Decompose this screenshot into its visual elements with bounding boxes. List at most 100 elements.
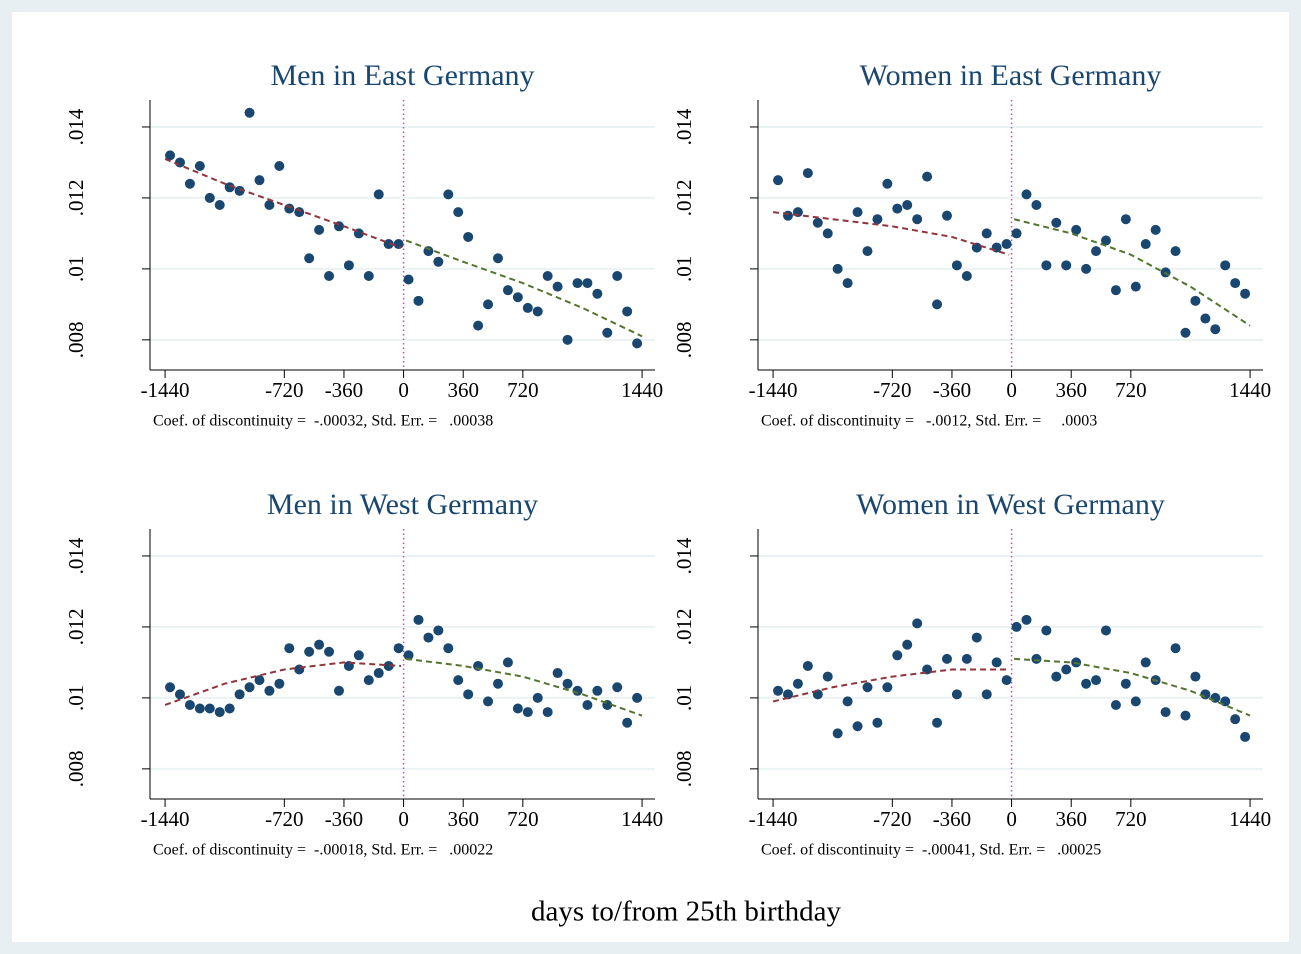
y-tick-label: .014	[672, 537, 696, 574]
point	[602, 327, 613, 338]
point	[264, 685, 275, 696]
point	[453, 675, 464, 686]
fit-line	[164, 157, 402, 249]
point	[1041, 260, 1052, 271]
point	[862, 682, 873, 693]
point	[1230, 278, 1241, 289]
x-tick-label: 720	[507, 807, 539, 831]
point	[802, 660, 813, 671]
point	[1150, 224, 1161, 235]
point	[383, 660, 394, 671]
point	[403, 274, 414, 285]
point	[1190, 295, 1201, 306]
point	[294, 664, 305, 675]
panel-title: Women in East Germany	[860, 59, 1162, 92]
point	[582, 278, 593, 289]
point	[882, 178, 893, 189]
point	[483, 696, 494, 707]
point	[403, 650, 414, 661]
point	[592, 685, 603, 696]
point	[902, 639, 913, 650]
point	[165, 150, 176, 161]
y-tick-label: .008	[672, 321, 696, 358]
point	[1110, 699, 1121, 710]
y-tick-label: .012	[64, 609, 88, 646]
point	[592, 288, 603, 299]
point	[1140, 239, 1151, 250]
x-tick-label: -1440	[749, 378, 798, 402]
y-tick-label: .012	[672, 609, 696, 646]
point	[951, 689, 962, 700]
point	[383, 239, 394, 250]
point	[373, 189, 384, 200]
graph-region	[12, 12, 1289, 942]
point	[1110, 285, 1121, 296]
y-tick-label: .008	[64, 321, 88, 358]
point	[822, 228, 833, 239]
point	[1210, 324, 1221, 335]
point	[512, 703, 523, 714]
x-tick-label: -360	[933, 378, 972, 402]
point	[1240, 288, 1251, 299]
point	[1220, 260, 1231, 271]
panel-title: Women in West Germany	[856, 488, 1165, 521]
note: Coef. of discontinuity = -.00018, Std. E…	[153, 842, 493, 859]
point	[453, 207, 464, 218]
x-tick-label: 1440	[1229, 378, 1271, 402]
point	[912, 214, 923, 225]
point	[373, 668, 384, 679]
point	[483, 299, 494, 310]
point	[1081, 263, 1092, 274]
point	[842, 278, 853, 289]
point	[773, 685, 784, 696]
point	[204, 703, 215, 714]
y-tick-label: .012	[672, 180, 696, 217]
point	[1180, 710, 1191, 721]
y-tick-label: .008	[672, 750, 696, 787]
point	[423, 632, 434, 643]
point	[932, 299, 943, 310]
point	[463, 231, 474, 242]
point	[852, 721, 863, 732]
point	[502, 657, 513, 668]
point	[582, 699, 593, 710]
point	[324, 646, 335, 657]
point	[782, 689, 793, 700]
point	[324, 270, 335, 281]
point	[902, 200, 913, 211]
point	[502, 285, 513, 296]
x-tick-label: 360	[447, 807, 479, 831]
point	[363, 270, 374, 281]
x-tick-label: 1440	[1229, 807, 1271, 831]
point	[1041, 625, 1052, 636]
point	[234, 185, 245, 196]
point	[1130, 281, 1141, 292]
point	[981, 228, 992, 239]
point	[832, 728, 843, 739]
x-axis-label: days to/from 25th birthday	[531, 896, 842, 928]
point	[1220, 696, 1231, 707]
point	[314, 224, 325, 235]
point	[413, 614, 424, 625]
panel-title: Men in West Germany	[267, 488, 538, 521]
point	[552, 668, 563, 679]
fit-line	[164, 661, 402, 706]
point	[224, 182, 235, 193]
panel: Women in East Germany .008 .01 .012 .014 -144…	[672, 59, 1271, 430]
x-tick-label: 360	[447, 378, 479, 402]
point	[1001, 675, 1012, 686]
x-tick-label: 1440	[621, 378, 663, 402]
point	[433, 256, 444, 267]
point	[1091, 675, 1102, 686]
point	[234, 689, 245, 700]
point	[1130, 696, 1141, 707]
x-tick-label: -1440	[141, 807, 190, 831]
point	[991, 657, 1002, 668]
point	[1160, 707, 1171, 718]
point	[463, 689, 474, 700]
x-tick-label: 720	[507, 378, 539, 402]
x-tick-label: 720	[1115, 378, 1147, 402]
point	[1210, 692, 1221, 703]
point	[872, 717, 883, 728]
point	[941, 653, 952, 664]
